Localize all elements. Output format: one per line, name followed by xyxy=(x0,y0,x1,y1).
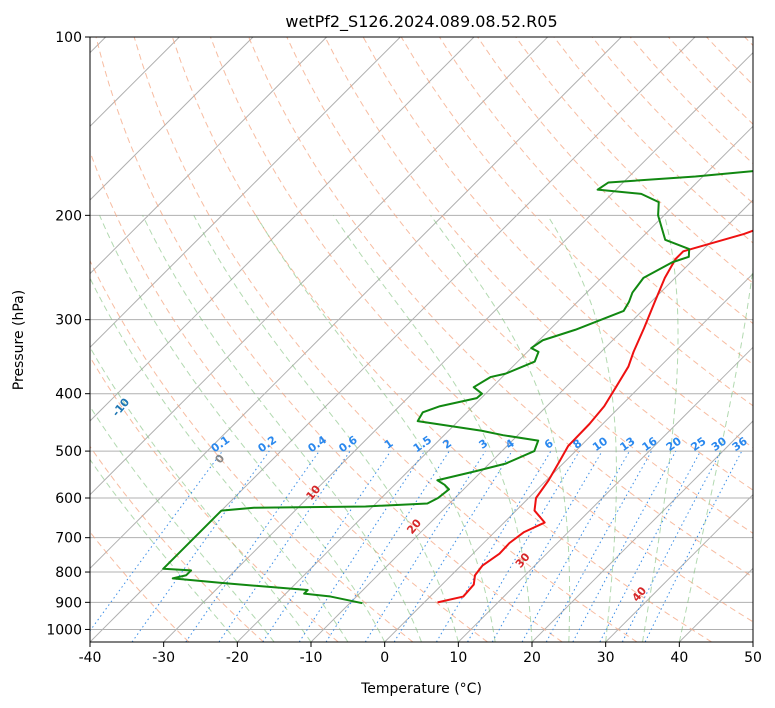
temperature-profile-line xyxy=(437,229,753,604)
y-tick-label: 400 xyxy=(55,387,82,403)
moist-adiabat-line xyxy=(90,346,312,642)
y-axis-label: Pressure (hPa) xyxy=(11,290,27,390)
x-tick-label: 20 xyxy=(523,650,541,666)
moist-adiabat-line xyxy=(90,277,349,642)
y-tick-label: 500 xyxy=(55,444,82,460)
isotherm-gridline xyxy=(90,37,401,349)
y-tick-label: 700 xyxy=(55,531,82,547)
moist-adiabat-line xyxy=(90,458,238,642)
x-axis-ticks: -40 -30 -20 -10 0 10 20 30 40 50 xyxy=(79,642,762,666)
profile-series xyxy=(162,170,753,605)
mixing-ratio-line xyxy=(572,450,677,642)
mixing-ratio-line xyxy=(467,450,580,642)
x-tick-label: -20 xyxy=(226,650,249,666)
moist-adiabat-line xyxy=(90,405,275,642)
dry-adiabat-line xyxy=(286,37,753,534)
dry-adiabat-line xyxy=(248,37,753,578)
x-tick-label: 50 xyxy=(744,650,762,666)
isotherm-gridline xyxy=(605,493,753,642)
chart-title: wetPf2_S126.2024.089.08.52.R05 xyxy=(285,12,557,32)
isotherm-gridline xyxy=(384,272,753,642)
isotherm-gridline xyxy=(90,37,622,570)
mixing-ratio-line xyxy=(364,450,486,642)
isotherm-gridline xyxy=(678,567,753,642)
mixing-ratio-line xyxy=(185,450,320,642)
dry-adiabat-line xyxy=(90,445,264,642)
isotherm-gridline xyxy=(163,51,753,642)
dry-adiabat-line xyxy=(90,259,414,642)
y-tick-label: 200 xyxy=(55,208,82,224)
isotherm-gridline xyxy=(90,37,549,496)
moist-adiabat-line xyxy=(430,215,571,642)
x-tick-label: 30 xyxy=(597,650,615,666)
moist-adiabat-line xyxy=(193,215,459,642)
y-tick-label: 900 xyxy=(55,595,82,611)
moist-adiabat-line xyxy=(99,215,386,642)
mixing-ratio-line xyxy=(298,450,425,642)
x-tick-label: 40 xyxy=(670,650,688,666)
dry-adiabat-line xyxy=(133,37,638,642)
dry-adiabat-line xyxy=(324,37,753,491)
x-tick-label: -30 xyxy=(152,650,175,666)
dry-adiabat-line xyxy=(515,37,753,284)
moist-adiabat-line xyxy=(678,264,753,642)
mixing-ratio-line xyxy=(131,450,270,642)
dry-adiabat-line xyxy=(95,37,563,642)
isotherm-gridline xyxy=(90,37,475,422)
mixing-ratio-line xyxy=(393,450,513,642)
dewpoint-profile-line xyxy=(162,170,753,605)
moist-adiabat-line xyxy=(642,215,679,642)
x-tick-label: 0 xyxy=(380,650,389,666)
isotherm-gridline xyxy=(457,346,753,642)
moist-adiabat-line xyxy=(547,215,617,642)
dry-adiabat-line xyxy=(210,37,753,623)
moist-adiabat-line xyxy=(332,215,533,642)
mixing-ratio-line xyxy=(262,450,392,642)
y-tick-label: 300 xyxy=(55,313,82,329)
mixing-ratio-line xyxy=(599,450,701,642)
y-tick-label: 800 xyxy=(55,565,82,581)
mixing-ratio-line xyxy=(218,450,351,642)
y-tick-label: 1000 xyxy=(46,622,82,638)
moist-adiabat-line xyxy=(142,215,422,642)
y-tick-label: 100 xyxy=(55,30,82,46)
background-guide-lines xyxy=(90,37,753,642)
plot-frame xyxy=(89,36,754,643)
y-axis-ticks: 1000 900 800 700 600 500 400 300 200 100 xyxy=(46,30,90,638)
x-tick-label: 10 xyxy=(449,650,467,666)
x-tick-label: -40 xyxy=(79,650,102,666)
x-tick-label: -10 xyxy=(300,650,323,666)
isotherm-gridline xyxy=(90,37,696,642)
x-axis-label: Temperature (°C) xyxy=(360,681,482,697)
dry-adiabat-line xyxy=(171,37,712,642)
mixing-ratio-line xyxy=(435,450,552,642)
isotherm-gridline xyxy=(531,420,753,642)
y-tick-label: 600 xyxy=(55,491,82,507)
mixing-ratio-line xyxy=(325,450,450,642)
